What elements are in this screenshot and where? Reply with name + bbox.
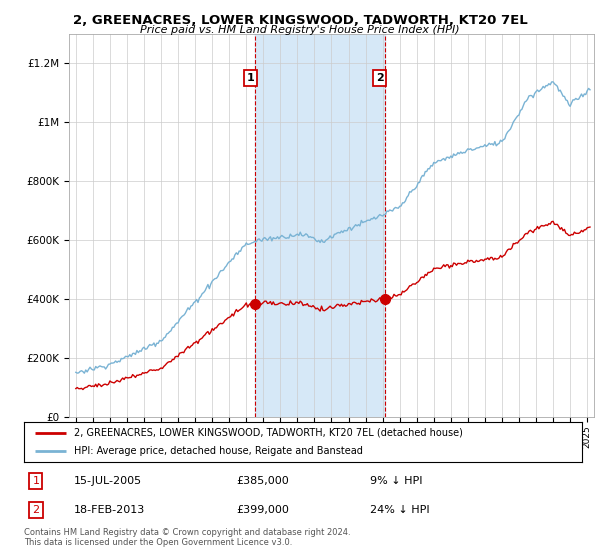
Text: 18-FEB-2013: 18-FEB-2013 <box>74 505 145 515</box>
Text: 2, GREENACRES, LOWER KINGSWOOD, TADWORTH, KT20 7EL: 2, GREENACRES, LOWER KINGSWOOD, TADWORTH… <box>73 14 527 27</box>
Text: HPI: Average price, detached house, Reigate and Banstead: HPI: Average price, detached house, Reig… <box>74 446 363 456</box>
Bar <box>256 34 385 417</box>
Text: 2, GREENACRES, LOWER KINGSWOOD, TADWORTH, KT20 7EL (detached house): 2, GREENACRES, LOWER KINGSWOOD, TADWORTH… <box>74 428 463 438</box>
Text: 2: 2 <box>32 505 40 515</box>
Text: Contains HM Land Registry data © Crown copyright and database right 2024.
This d: Contains HM Land Registry data © Crown c… <box>24 528 350 547</box>
Text: £385,000: £385,000 <box>236 475 289 486</box>
Text: 24% ↓ HPI: 24% ↓ HPI <box>370 505 430 515</box>
Text: 9% ↓ HPI: 9% ↓ HPI <box>370 475 422 486</box>
Text: 15-JUL-2005: 15-JUL-2005 <box>74 475 142 486</box>
Text: 2: 2 <box>376 73 383 83</box>
Text: 1: 1 <box>32 475 40 486</box>
Text: 1: 1 <box>247 73 254 83</box>
Text: £399,000: £399,000 <box>236 505 289 515</box>
Text: Price paid vs. HM Land Registry's House Price Index (HPI): Price paid vs. HM Land Registry's House … <box>140 25 460 35</box>
